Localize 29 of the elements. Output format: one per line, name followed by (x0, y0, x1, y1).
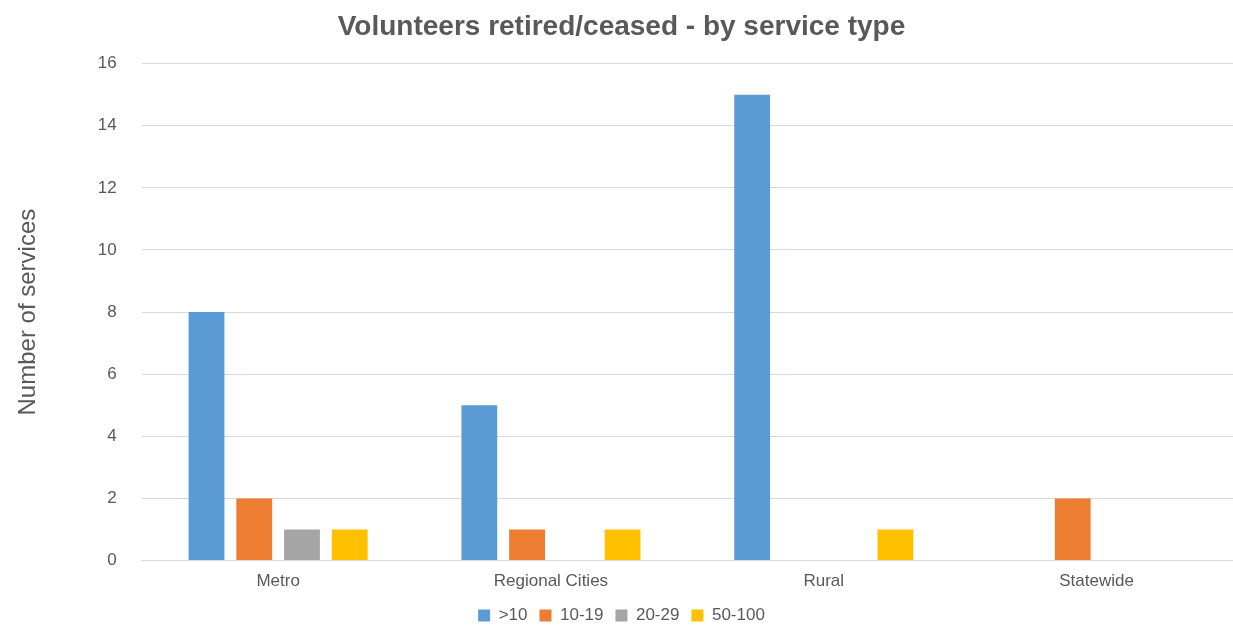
bar (1054, 498, 1091, 561)
y-axis-title: Number of services (13, 208, 41, 416)
y-tick-label: 8 (107, 301, 117, 321)
y-tick-label: 0 (107, 550, 117, 570)
bar (284, 529, 320, 561)
x-tick-label: Rural (803, 571, 845, 591)
y-tick-label: 10 (97, 239, 117, 259)
legend-label: >10 (498, 605, 528, 625)
bar (877, 529, 914, 561)
bar (188, 312, 225, 561)
x-tick-label: Metro (256, 571, 300, 591)
y-tick-label: 6 (107, 363, 117, 383)
x-tick-label: Statewide (1059, 571, 1134, 591)
bar (604, 529, 641, 561)
legend-label: 50-100 (711, 605, 765, 625)
bar (331, 529, 368, 561)
bar (236, 498, 273, 561)
x-tick-label: Regional Cities (493, 571, 609, 591)
y-tick-label: 4 (107, 426, 117, 446)
bar (461, 405, 498, 561)
y-tick-label: 14 (97, 115, 117, 135)
legend-label: 10-19 (559, 605, 604, 625)
y-tick-label: 16 (97, 53, 117, 73)
bar (509, 529, 545, 561)
bar (734, 94, 771, 561)
y-tick-label: 2 (107, 488, 117, 508)
legend-label: 20-29 (635, 605, 680, 625)
y-tick-label: 12 (97, 177, 117, 197)
chart-title: Volunteers retired/ceased - by service type (337, 9, 906, 41)
